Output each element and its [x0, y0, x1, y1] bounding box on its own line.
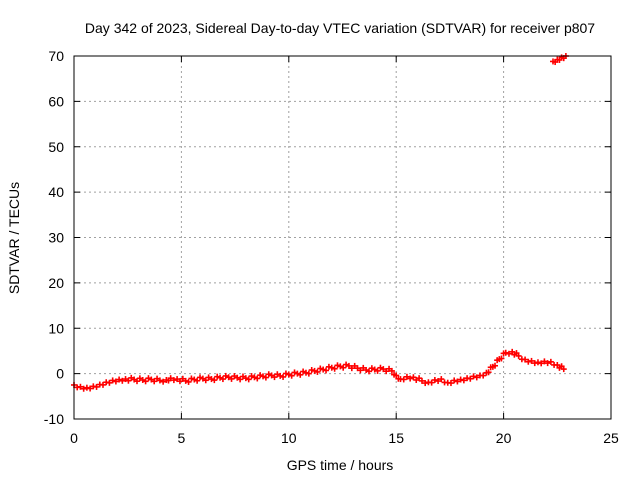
y-tick-label: 50: [48, 139, 64, 155]
data-point: [131, 375, 143, 385]
data-point: [268, 371, 281, 381]
data-point: [167, 375, 177, 384]
x-tick-label: 5: [178, 430, 186, 446]
data-point: [311, 365, 324, 375]
data-point: [199, 374, 212, 384]
data-point: [277, 370, 289, 380]
data-point: [96, 381, 106, 388]
x-tick-label: 25: [603, 430, 619, 446]
data-point: [522, 356, 532, 365]
data-point: [560, 366, 567, 373]
data-point: [470, 373, 480, 381]
grid-lines: [74, 56, 611, 419]
y-tick-label: 40: [48, 184, 64, 200]
x-tick-labels: 0 5 10 15 20 25: [70, 430, 619, 446]
x-tick-label: 10: [281, 430, 297, 446]
data-point: [425, 379, 435, 386]
data-point: [294, 368, 307, 378]
y-tick-label: -10: [44, 411, 64, 427]
plot-frame: [73, 55, 612, 420]
data-point: [156, 377, 167, 385]
data-point: [403, 373, 414, 382]
data-point: [457, 376, 467, 384]
data-point: [476, 372, 487, 379]
data-point: [83, 384, 94, 392]
y-tick-label: 20: [48, 275, 64, 291]
data-point: [464, 375, 474, 382]
data-point: [444, 379, 454, 387]
data-point: [77, 383, 87, 392]
x-tick-label: 15: [388, 430, 404, 446]
data-point: [109, 377, 119, 385]
data-point: [502, 349, 512, 357]
data-point: [541, 358, 551, 367]
data-point: [363, 365, 375, 375]
data-point: [182, 375, 195, 385]
data-point: [451, 377, 461, 385]
data-point: [103, 379, 113, 386]
y-tick-label: 60: [48, 93, 64, 109]
y-axis-label: SDTVAR / TECUs: [6, 182, 22, 294]
data-point: [320, 363, 332, 374]
data-point: [431, 376, 442, 385]
data-point: [528, 357, 538, 367]
data-point: [534, 359, 545, 367]
x-tick-label: 0: [70, 430, 78, 446]
data-point: [90, 383, 100, 390]
data-point: [122, 374, 135, 384]
data-point: [208, 373, 221, 384]
data-point: [285, 369, 298, 379]
y-tick-label: 70: [48, 48, 64, 64]
data-point: [418, 377, 429, 387]
data-point: [345, 362, 358, 372]
data-point: [148, 375, 161, 385]
y-tick-label: 0: [56, 366, 64, 382]
data-point: [397, 376, 407, 383]
y-tick-label: 10: [48, 320, 64, 336]
chart-title: Day 342 of 2023, Sidereal Day-to-day VTE…: [85, 20, 595, 36]
data-markers: [71, 53, 569, 392]
y-tick-label: 30: [48, 230, 64, 246]
data-point: [217, 372, 229, 383]
data-point: [302, 367, 315, 377]
x-tick-label: 20: [496, 430, 512, 446]
data-point: [116, 376, 126, 384]
data-point: [260, 371, 272, 381]
data-point: [251, 372, 264, 382]
x-axis-label: GPS time / hours: [287, 457, 394, 473]
data-point: [191, 374, 204, 384]
data-point: [328, 362, 341, 372]
y-tick-labels: -10 0 10 20 30 40 50 60 70: [44, 48, 64, 427]
data-point: [242, 373, 255, 383]
